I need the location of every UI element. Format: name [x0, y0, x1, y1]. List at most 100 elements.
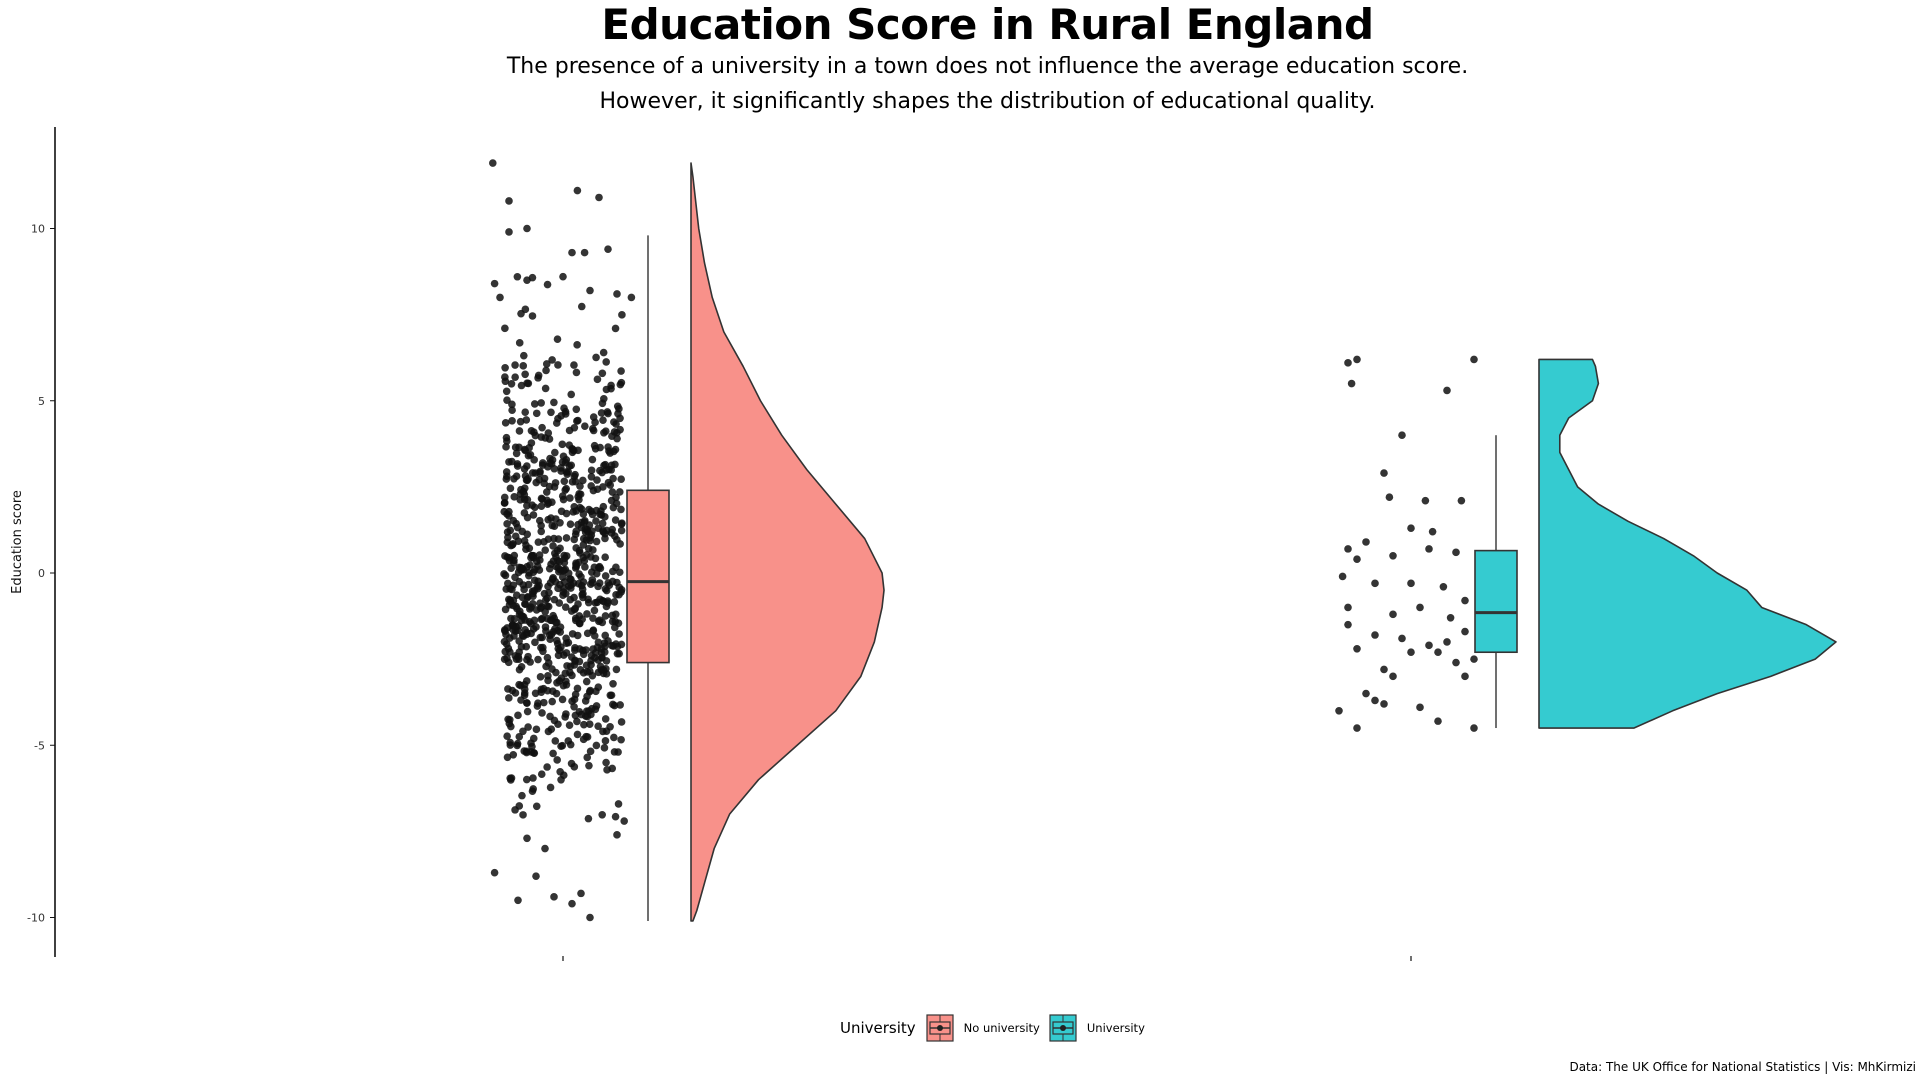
chart-subtitle-line-1: The presence of a university in a town d…	[506, 54, 1469, 79]
data-point	[528, 742, 536, 751]
data-point	[559, 272, 567, 281]
data-point	[503, 472, 511, 481]
data-point	[503, 538, 512, 547]
data-point	[558, 440, 567, 449]
data-point	[515, 427, 524, 435]
data-point	[1457, 496, 1466, 505]
data-point	[586, 686, 595, 695]
data-point	[1380, 700, 1388, 708]
data-point	[609, 679, 617, 688]
data-point	[552, 419, 561, 427]
data-point	[610, 701, 619, 710]
data-point	[575, 570, 583, 578]
data-point	[573, 730, 582, 739]
data-point	[1407, 524, 1415, 533]
data-point	[523, 224, 531, 233]
data-point	[627, 293, 636, 302]
data-point	[1407, 648, 1415, 657]
data-point	[523, 501, 531, 510]
data-point	[515, 637, 523, 645]
data-point	[570, 535, 579, 544]
data-point	[515, 680, 523, 689]
data-point	[510, 493, 519, 501]
data-point	[537, 399, 545, 407]
data-point	[503, 520, 511, 528]
data-point	[513, 739, 522, 748]
data-point	[564, 569, 573, 578]
data-point	[574, 520, 582, 529]
data-point	[529, 551, 538, 560]
data-point	[532, 802, 541, 811]
data-point	[593, 598, 602, 607]
data-point	[528, 469, 537, 477]
data-point	[502, 443, 510, 451]
data-point	[600, 395, 608, 403]
data-point	[608, 432, 616, 440]
half-violin	[690, 162, 885, 922]
data-point	[570, 593, 578, 602]
data-point	[546, 783, 555, 792]
data-point	[614, 748, 622, 756]
legend-title: University	[840, 1019, 916, 1037]
data-point	[503, 753, 512, 762]
data-point	[564, 737, 573, 745]
data-point	[556, 519, 564, 527]
data-point	[593, 485, 602, 494]
data-point	[594, 638, 603, 647]
data-point	[617, 526, 626, 535]
data-point	[508, 416, 516, 425]
data-point	[614, 619, 623, 627]
data-point	[553, 678, 561, 687]
data-point	[519, 362, 528, 370]
data-point	[544, 429, 553, 437]
data-point	[544, 515, 552, 524]
data-point	[510, 615, 519, 623]
data-point	[608, 611, 617, 620]
data-point	[572, 507, 580, 515]
data-point	[579, 578, 588, 586]
data-point	[568, 899, 576, 908]
data-point	[522, 545, 530, 553]
data-point	[519, 811, 527, 819]
data-point	[609, 447, 618, 456]
data-point	[524, 571, 533, 580]
data-point	[518, 791, 526, 800]
data-point	[531, 638, 539, 647]
data-point	[588, 579, 597, 587]
data-point	[617, 640, 626, 649]
data-point	[572, 405, 581, 414]
data-point	[550, 522, 559, 531]
data-point	[596, 510, 604, 519]
data-point	[561, 669, 570, 678]
data-point	[509, 539, 517, 548]
data-point	[589, 614, 597, 622]
data-point	[529, 511, 538, 519]
data-point	[555, 557, 564, 566]
data-point	[601, 737, 610, 745]
data-point	[522, 476, 531, 484]
data-point	[613, 290, 621, 298]
data-point	[588, 527, 596, 535]
data-point	[511, 689, 520, 697]
data-point	[521, 625, 529, 634]
data-point	[614, 409, 622, 418]
data-point	[617, 718, 626, 726]
legend-label-university: University	[1086, 1021, 1145, 1035]
data-point	[534, 374, 542, 382]
data-point	[1362, 689, 1370, 698]
data-point	[523, 707, 532, 716]
data-point	[519, 727, 527, 736]
data-point	[561, 603, 570, 611]
data-point	[592, 517, 600, 525]
data-point	[546, 459, 554, 468]
data-point	[554, 535, 563, 543]
data-point	[530, 587, 539, 595]
data-point	[568, 248, 576, 257]
data-point	[612, 563, 620, 572]
data-point	[1335, 707, 1343, 715]
data-point	[514, 622, 523, 630]
data-point	[592, 741, 601, 750]
legend-label-no-university: No university	[963, 1021, 1040, 1035]
data-point	[547, 725, 556, 734]
data-point	[1461, 672, 1469, 681]
